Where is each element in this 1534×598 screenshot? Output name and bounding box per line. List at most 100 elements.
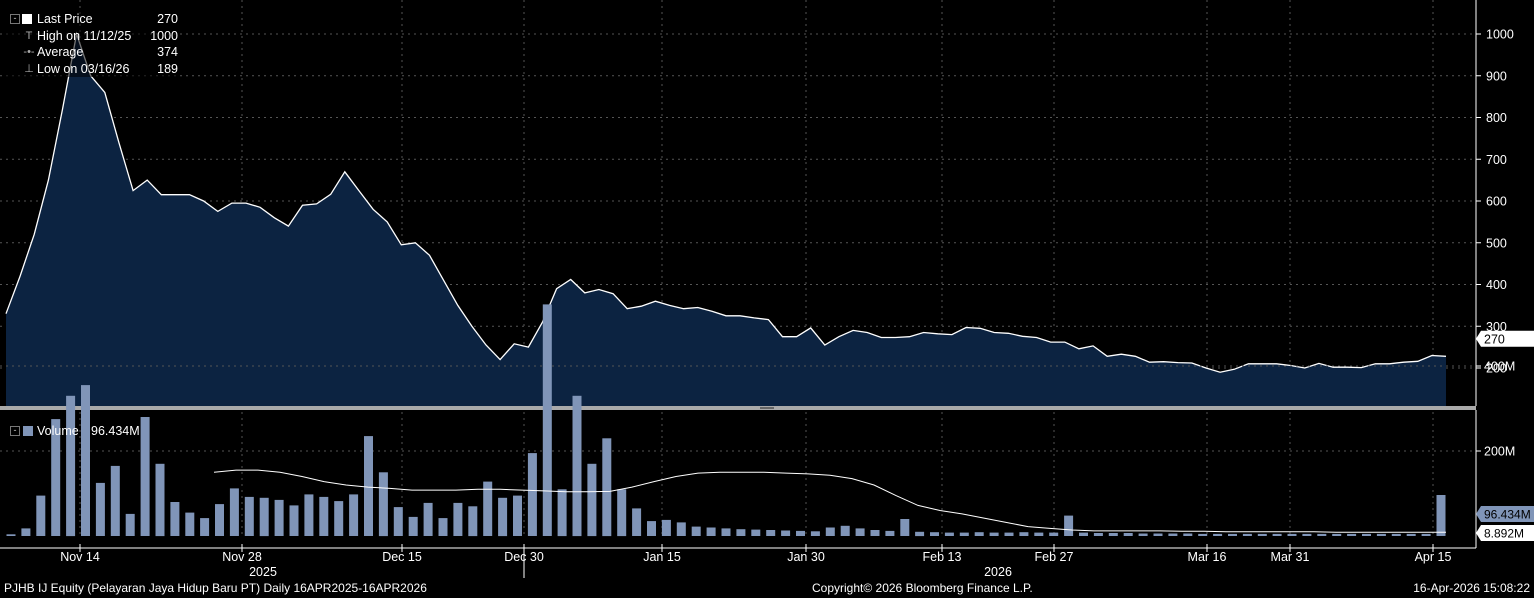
volume-bar bbox=[572, 395, 582, 537]
legend-low: ⊥ Low on 03/16/26 189 bbox=[4, 61, 178, 78]
volume-bar bbox=[51, 419, 61, 536]
volume-moving-average-line bbox=[213, 469, 1446, 533]
volume-bar bbox=[319, 496, 329, 536]
volume-bar bbox=[1272, 533, 1282, 536]
price-line bbox=[5, 31, 1447, 373]
volume-bar bbox=[691, 526, 701, 536]
legend-volume[interactable]: - Volume 96.434M bbox=[6, 423, 146, 440]
volume-bar bbox=[617, 489, 627, 537]
volume-bar bbox=[721, 528, 731, 536]
volume-bar bbox=[215, 504, 224, 536]
x-tick-label: Nov 28 bbox=[222, 550, 262, 564]
volume-tick-label: 400M bbox=[1484, 360, 1515, 374]
volume-bar bbox=[21, 528, 31, 536]
volume-bar bbox=[259, 497, 269, 537]
volume-y-axis: 200M 400M bbox=[1475, 360, 1515, 548]
volume-bar bbox=[766, 530, 776, 536]
volume-bar bbox=[661, 519, 671, 536]
collapse-icon[interactable]: - bbox=[10, 426, 20, 436]
volume-bar bbox=[870, 530, 880, 536]
x-tick-label: Mar 16 bbox=[1188, 550, 1227, 564]
legend-value: 189 bbox=[157, 61, 178, 76]
volume-bar bbox=[1287, 533, 1297, 536]
volume-bar bbox=[542, 304, 552, 536]
legend-label: Volume bbox=[37, 424, 79, 438]
average-marker-icon: -•- bbox=[23, 46, 35, 58]
volume-bar bbox=[364, 436, 373, 536]
volume-bar bbox=[736, 529, 746, 536]
volume-bar bbox=[1421, 533, 1431, 536]
volume-bar bbox=[1064, 515, 1074, 536]
volume-swatch bbox=[23, 426, 33, 436]
x-tick-label: Feb 27 bbox=[1035, 550, 1074, 564]
volume-bar bbox=[170, 502, 180, 536]
x-tick-label: Jan 30 bbox=[787, 550, 825, 564]
price-tick-label: 700 bbox=[1486, 153, 1507, 167]
volume-legend: - Volume 96.434M bbox=[6, 423, 146, 440]
volume-bar bbox=[483, 481, 493, 536]
volume-bar bbox=[989, 532, 999, 536]
volume-tag-bg bbox=[1476, 506, 1534, 522]
volume-bar bbox=[36, 495, 46, 536]
volume-bar bbox=[393, 507, 403, 536]
volume-bar bbox=[557, 489, 567, 537]
volume-bar bbox=[334, 501, 344, 536]
x-year-label: 2026 bbox=[984, 565, 1012, 579]
volume-bar bbox=[1347, 533, 1357, 536]
volume-bar bbox=[1019, 532, 1029, 536]
volume-bar bbox=[900, 519, 910, 536]
x-tick-label: Nov 14 bbox=[60, 550, 100, 564]
x-year-label: 2025 bbox=[249, 565, 277, 579]
volume-tag-label: 96.434M bbox=[1484, 508, 1531, 522]
volume-bar bbox=[408, 516, 418, 536]
volume-bar bbox=[1332, 533, 1342, 536]
collapse-icon[interactable]: - bbox=[10, 14, 20, 24]
volume-bar bbox=[944, 532, 954, 536]
volume-bar bbox=[1436, 495, 1446, 536]
legend-label: Low on 03/16/26 bbox=[37, 61, 130, 76]
volume-bar bbox=[1228, 533, 1237, 536]
volume-bar bbox=[781, 530, 791, 536]
volume-bar bbox=[229, 488, 239, 536]
volume-bar bbox=[1302, 533, 1312, 536]
volume-bar bbox=[1108, 533, 1118, 536]
volume-bar bbox=[378, 472, 388, 537]
volume-bar bbox=[1093, 533, 1103, 536]
volume-bar bbox=[6, 534, 16, 536]
volume-bar bbox=[125, 513, 135, 536]
price-tick-label: 200 bbox=[1486, 362, 1507, 376]
volume-bar bbox=[81, 385, 90, 536]
volume-bar bbox=[498, 497, 508, 537]
panel-divider-handle[interactable] bbox=[760, 407, 774, 409]
legend-value: 96.434M bbox=[91, 424, 140, 438]
volume-bar bbox=[1004, 532, 1014, 536]
volume-bar bbox=[185, 512, 195, 536]
volume-bar bbox=[1376, 533, 1386, 536]
volume-bar bbox=[289, 505, 299, 536]
volume-bar bbox=[1153, 533, 1163, 536]
legend-label: High on 11/12/25 bbox=[37, 28, 132, 43]
volume-bar bbox=[974, 532, 984, 536]
volume-tag-bg bbox=[1476, 525, 1534, 541]
volume-bar bbox=[930, 532, 939, 536]
volume-bar bbox=[915, 531, 925, 537]
panel-divider[interactable] bbox=[0, 406, 1476, 410]
volume-bar bbox=[110, 465, 120, 536]
legend-last-price[interactable]: - Last Price 270 bbox=[4, 11, 178, 28]
legend-label: Average bbox=[37, 45, 84, 59]
footer-timestamp: 16-Apr-2026 15:08:22 bbox=[1413, 581, 1530, 595]
volume-bar bbox=[66, 395, 76, 537]
price-legend: - Last Price 270 T High on 11/12/25 1000… bbox=[4, 11, 178, 77]
volume-bar bbox=[468, 506, 478, 537]
x-tick-label: Dec 15 bbox=[382, 550, 422, 564]
volume-bar bbox=[587, 463, 597, 537]
volume-bar bbox=[423, 502, 433, 536]
volume-bar bbox=[825, 527, 835, 536]
footer-security-description: PJHB IJ Equity (Pelayaran Jaya Hidup Bar… bbox=[4, 581, 427, 595]
legend-value: 270 bbox=[157, 12, 178, 26]
x-tick-label: Feb 13 bbox=[923, 550, 962, 564]
volume-bar bbox=[1198, 533, 1208, 536]
volume-bar bbox=[855, 528, 865, 536]
last-price-tag: 270 bbox=[1476, 330, 1534, 347]
